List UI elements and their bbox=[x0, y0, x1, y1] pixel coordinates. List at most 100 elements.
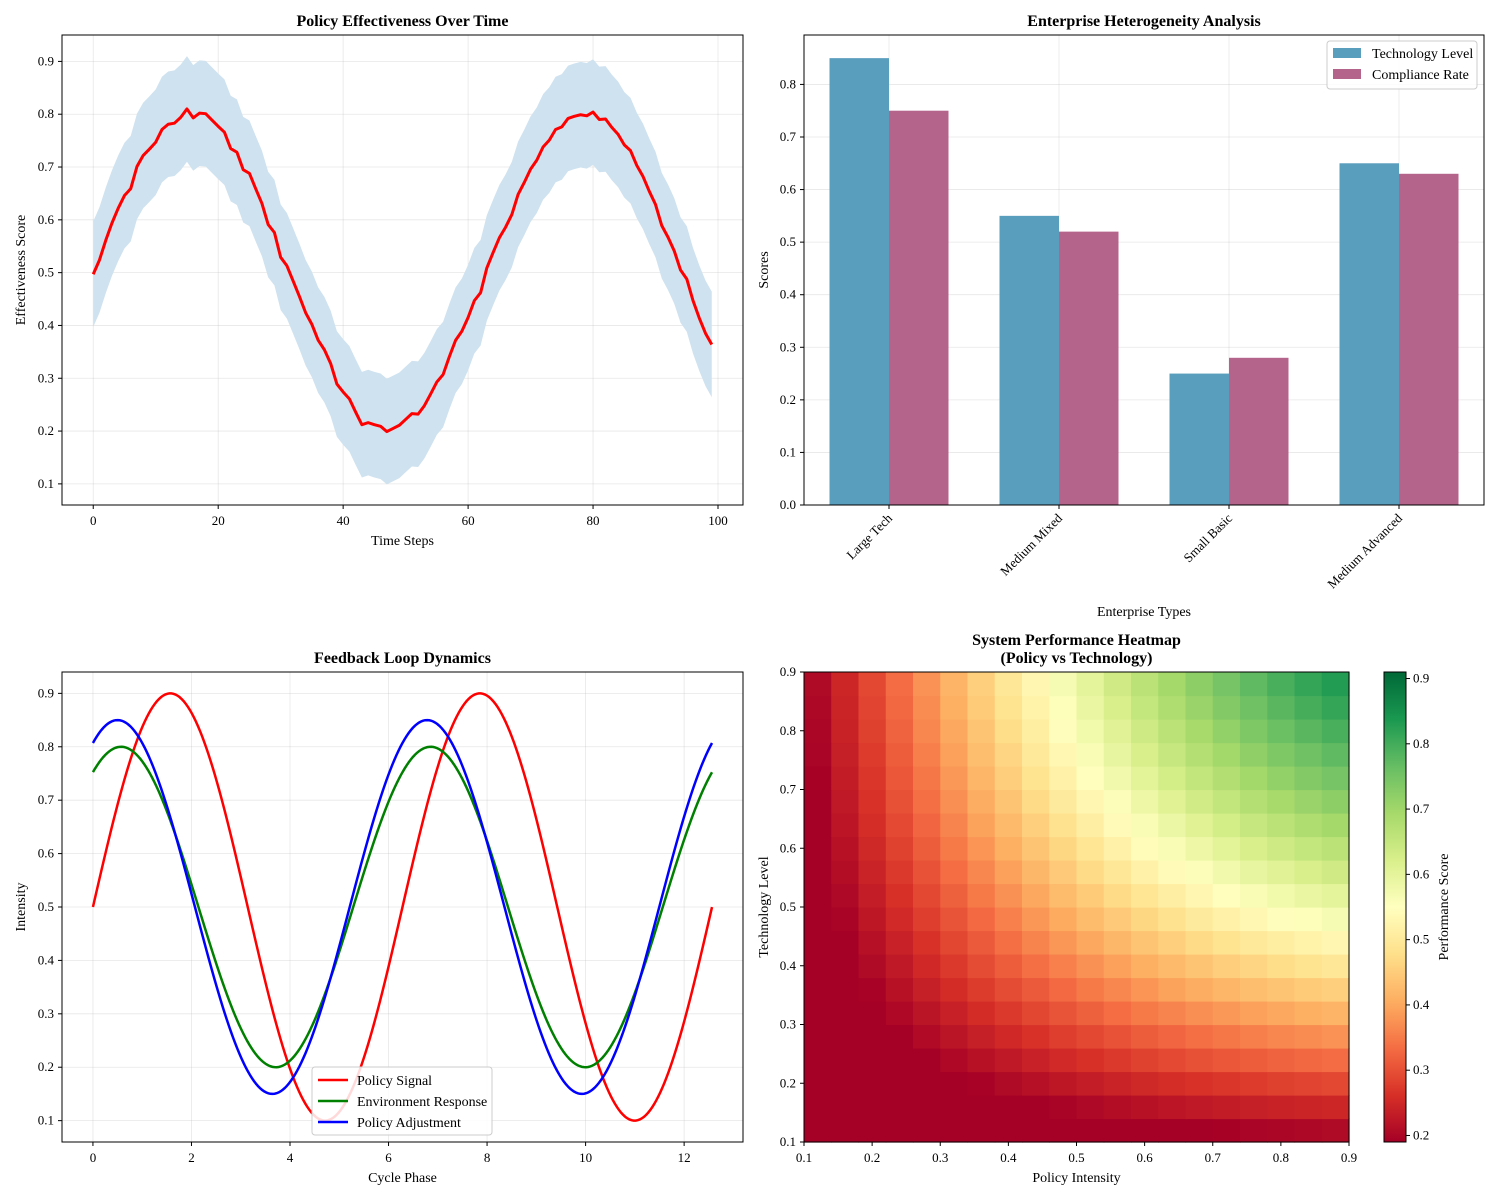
heatmap-cell bbox=[940, 1001, 969, 1026]
heatmap-cell bbox=[1294, 977, 1323, 1002]
heatmap-cell bbox=[1240, 930, 1268, 955]
heatmap-cell bbox=[1321, 1048, 1350, 1073]
heatmap-cell bbox=[885, 1024, 914, 1049]
legend-label: Environment Response bbox=[357, 1095, 487, 1110]
heatmap-cell bbox=[1321, 977, 1350, 1002]
heatmap-cell bbox=[1076, 1095, 1105, 1120]
heatmap-cell bbox=[967, 1024, 996, 1049]
heatmap-cell bbox=[858, 1118, 887, 1143]
heatmap-cell bbox=[858, 1001, 887, 1026]
y-tick-label: 0.3 bbox=[780, 1017, 796, 1032]
heatmap-cell bbox=[1240, 672, 1268, 697]
heatmap-cell bbox=[1158, 1071, 1187, 1096]
heatmap-cell bbox=[1185, 672, 1214, 697]
heatmap-cell bbox=[1185, 1118, 1214, 1143]
heatmap-cell bbox=[1240, 954, 1268, 979]
heatmap-cell bbox=[1158, 789, 1187, 814]
y-tick-label: 0.3 bbox=[780, 339, 796, 354]
heatmap-cell bbox=[804, 1024, 832, 1049]
heatmap-cell bbox=[831, 1001, 860, 1026]
heatmap-cell bbox=[858, 742, 887, 767]
heatmap-cell bbox=[1022, 1118, 1050, 1143]
y-tick-label: 0.7 bbox=[38, 792, 55, 807]
heatmap-cell bbox=[1240, 907, 1268, 932]
heatmap-cell bbox=[1022, 1048, 1050, 1073]
heatmap-cell bbox=[994, 1001, 1023, 1026]
y-tick-label: 0.9 bbox=[38, 685, 54, 700]
heatmap-cell bbox=[1321, 789, 1350, 814]
heatmap-cell bbox=[1294, 860, 1323, 885]
heatmap-cell bbox=[994, 1095, 1023, 1120]
heatmap-cell bbox=[1294, 1095, 1323, 1120]
bar-technology-level bbox=[829, 58, 889, 506]
heatmap-cell bbox=[994, 860, 1023, 885]
heatmap-cell bbox=[1158, 1001, 1187, 1026]
legend-box bbox=[1326, 40, 1478, 90]
x-tick-label: Medium Mixed bbox=[997, 510, 1065, 578]
heatmap-cell bbox=[1321, 1024, 1350, 1049]
heatmap-cell bbox=[1131, 1071, 1159, 1096]
heatmap-cell bbox=[913, 766, 941, 791]
heatmap-cell bbox=[1185, 977, 1214, 1002]
heatmap-cell bbox=[1076, 930, 1105, 955]
x-tick-label: 0 bbox=[90, 513, 97, 528]
heatmap-cell bbox=[1131, 836, 1159, 861]
heatmap-cell bbox=[885, 766, 914, 791]
heatmap-cell bbox=[885, 742, 914, 767]
y-tick-label: 0.2 bbox=[38, 1059, 54, 1074]
heatmap-cell bbox=[967, 719, 996, 744]
heatmap-cell bbox=[1294, 813, 1323, 838]
x-tick-label: 8 bbox=[484, 1150, 491, 1165]
heatmap-cell bbox=[994, 907, 1023, 932]
heatmap-cell bbox=[994, 789, 1023, 814]
heatmap-cell bbox=[804, 719, 832, 744]
heatmap-cell bbox=[1185, 954, 1214, 979]
heatmap-cell bbox=[1294, 766, 1323, 791]
heatmap-cell bbox=[967, 977, 996, 1002]
heatmap-cell bbox=[1158, 883, 1187, 908]
heatmap-cell bbox=[967, 672, 996, 697]
heatmap-cell bbox=[858, 766, 887, 791]
heatmap-cell bbox=[804, 907, 832, 932]
heatmap-cell bbox=[940, 1118, 969, 1143]
heatmap-cell bbox=[885, 883, 914, 908]
heatmap-cell bbox=[1294, 1001, 1323, 1026]
heatmap-cell bbox=[831, 1024, 860, 1049]
heatmap-cell bbox=[1131, 742, 1159, 767]
chart-title: Policy Effectiveness Over Time bbox=[297, 13, 509, 30]
heatmap-cell bbox=[804, 789, 832, 814]
heatmap-cell bbox=[913, 860, 941, 885]
heatmap-cell bbox=[858, 719, 887, 744]
colorbar-tick-label: 0.2 bbox=[1413, 1127, 1429, 1142]
heatmap-cell bbox=[1076, 977, 1105, 1002]
heatmap-cell bbox=[913, 1048, 941, 1073]
heatmap-cell bbox=[913, 907, 941, 932]
heatmap-cell bbox=[940, 836, 969, 861]
y-tick-label: 0.8 bbox=[780, 723, 796, 738]
heatmap-cell bbox=[1103, 1001, 1132, 1026]
heatmap-cell bbox=[1131, 930, 1159, 955]
heatmap-cell bbox=[913, 836, 941, 861]
heatmap-cell bbox=[994, 883, 1023, 908]
chart-title: Enterprise Heterogeneity Analysis bbox=[1027, 13, 1260, 30]
heatmap-cell bbox=[1076, 1071, 1105, 1096]
heatmap-cell bbox=[1049, 907, 1078, 932]
heatmap-cell bbox=[913, 1024, 941, 1049]
heatmap-cell bbox=[1049, 860, 1078, 885]
heatmap-cell bbox=[1103, 977, 1132, 1002]
heatmap-cell bbox=[1267, 930, 1296, 955]
x-tick-label: 0.6 bbox=[1137, 1150, 1154, 1165]
heatmap-cell bbox=[804, 1001, 832, 1026]
heatmap-cell bbox=[1131, 977, 1159, 1002]
heatmap-cell bbox=[1267, 672, 1296, 697]
colorbar-bar bbox=[1383, 671, 1407, 1143]
heatmap-cell bbox=[831, 672, 860, 697]
heatmap-cell bbox=[885, 977, 914, 1002]
plot-frame bbox=[61, 34, 744, 506]
series-environment-response bbox=[91, 745, 714, 1069]
colorbar-tick-label: 0.3 bbox=[1413, 1062, 1429, 1077]
heatmap-cell bbox=[1076, 954, 1105, 979]
heatmap-cell bbox=[885, 860, 914, 885]
heatmap-cell bbox=[1212, 977, 1241, 1002]
heatmap-cell bbox=[1185, 1024, 1214, 1049]
